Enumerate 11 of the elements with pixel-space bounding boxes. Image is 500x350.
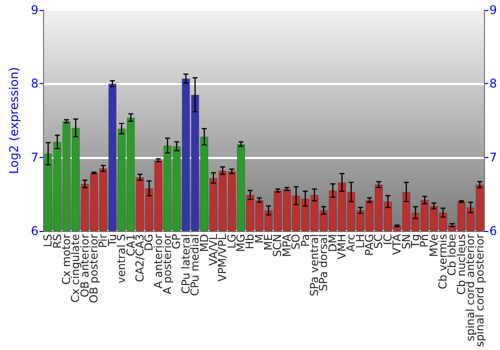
y-tick-label: 9 [30,3,39,17]
x-tick-label: OB posterior [88,234,101,304]
y-tick-label: 6 [30,224,39,238]
y2-tick-label: 9 [489,3,498,17]
y2-tick-label: 7 [489,150,498,164]
y2-tick-label: 8 [489,76,498,91]
y-tick-label: 8 [30,76,39,91]
y-axis-title: Log2 (expression) [7,67,21,174]
y2-tick-label: 6 [489,224,498,238]
x-tick-label: A posterior [161,234,174,294]
y-tick-label: 7 [30,150,39,164]
